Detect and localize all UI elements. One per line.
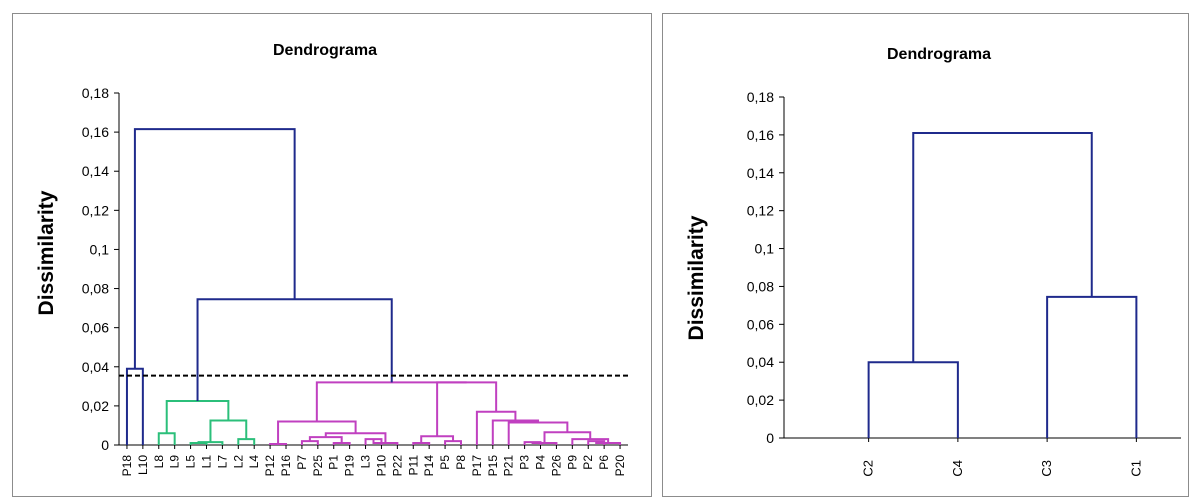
dendrogram-chart-left: Dendrograma Dissimilarity 0 0,02 0,04 0,06 0… — [12, 13, 652, 497]
leaf-label: P11 — [406, 455, 420, 476]
leaf-label: L10 — [136, 455, 150, 475]
dendrogram-link — [237, 438, 256, 445]
leaf-label: P1 — [327, 455, 341, 470]
leaf-label: C3 — [1039, 460, 1054, 477]
dendrogram-link — [300, 440, 319, 445]
dendrogram-link — [315, 381, 467, 422]
y-tick-label: 0 — [766, 430, 774, 446]
leaf-label: P3 — [518, 455, 532, 470]
dendrogram-chart-right: Dendrograma Dissimilarity 0 0,02 0,04 0,06 0… — [662, 13, 1189, 497]
dendrogram-link — [165, 400, 230, 434]
y-tick-label: 0,04 — [747, 354, 774, 370]
dendrogram-link — [308, 436, 343, 444]
leaf-label: L8 — [152, 455, 166, 469]
y-tick-label: 0,1 — [90, 241, 110, 257]
leaf-label: P16 — [279, 455, 293, 477]
y-tick-label: 0,18 — [82, 85, 109, 101]
y-tick-label: 0,06 — [82, 320, 109, 336]
leaf-label: P21 — [502, 455, 516, 477]
leaf-label: P15 — [486, 455, 500, 477]
leaf-label: P6 — [597, 455, 611, 470]
dendrogram-link — [543, 431, 592, 444]
leaf-label: P19 — [343, 455, 357, 477]
leaf-label: P25 — [311, 455, 325, 477]
leaf-label: P22 — [390, 455, 404, 477]
leaf-label: L3 — [359, 455, 373, 469]
y-tick-label: 0,02 — [747, 392, 774, 408]
y-tick-label: 0,12 — [82, 202, 109, 218]
y-tick-label: 0,14 — [82, 163, 109, 179]
y-tick-label: 0,18 — [747, 89, 774, 105]
leaf-label: L5 — [184, 455, 198, 469]
y-axis-label: Dissimilarity — [35, 190, 58, 315]
leaf-label: P9 — [565, 455, 579, 470]
y-tick-label: 0,08 — [747, 278, 774, 294]
leaf-label: C4 — [950, 460, 965, 477]
chart-title: Dendrograma — [273, 42, 377, 59]
dendrogram-link — [475, 410, 517, 445]
leaf-label: P18 — [120, 455, 134, 477]
leaf-label: L4 — [247, 455, 261, 469]
leaf-label: P2 — [581, 455, 595, 470]
y-tick-label: 0,16 — [82, 124, 109, 140]
dendrogram-link — [157, 432, 176, 445]
dendrogram-link — [324, 432, 387, 444]
dendrogram-link — [912, 131, 1093, 363]
dendrogram-link — [197, 441, 224, 445]
leaf-label: P26 — [549, 455, 563, 477]
dendrogram-link — [269, 443, 288, 446]
dendrogram-link — [867, 361, 959, 438]
y-tick-label: 0 — [101, 437, 109, 453]
dendrogram-link — [125, 367, 144, 445]
y-tick-label: 0,1 — [755, 241, 775, 257]
dendrogram-link — [444, 440, 462, 445]
y-tick-label: 0,14 — [747, 165, 774, 181]
leaf-label: P8 — [454, 455, 468, 470]
y-tick-label: 0,08 — [82, 281, 109, 297]
leaf-label: L7 — [215, 455, 229, 469]
leaf-label: P5 — [438, 455, 452, 470]
leaf-label: P7 — [295, 455, 309, 470]
y-tick-label: 0,12 — [747, 203, 774, 219]
leaf-label: C2 — [861, 460, 876, 477]
leaf-label: P10 — [374, 455, 388, 477]
leaf-label: P14 — [422, 455, 436, 477]
y-tick-label: 0,02 — [82, 398, 109, 414]
leaf-label: P17 — [470, 455, 484, 477]
y-axis-label: Dissimilarity — [685, 215, 708, 340]
y-tick-label: 0,16 — [747, 127, 774, 143]
leaf-label: P12 — [263, 455, 277, 477]
dendrogram-left-svg: Dendrograma Dissimilarity 0 0,02 0,04 0,06 0… — [35, 42, 628, 477]
leaf-label: P4 — [534, 455, 548, 470]
dendrogram-right-svg: Dendrograma Dissimilarity 0 0,02 0,04 0,06 0… — [685, 46, 1181, 477]
leaf-label: L9 — [168, 455, 182, 469]
dendrogram-link — [133, 128, 296, 369]
leaf-label: L2 — [231, 455, 245, 469]
y-tick-label: 0,06 — [747, 316, 774, 332]
chart-title: Dendrograma — [887, 46, 991, 63]
dendrogram-link — [209, 419, 248, 443]
dendrogram-link — [491, 419, 540, 445]
y-tick-label: 0,04 — [82, 359, 109, 375]
leaf-label: C1 — [1128, 460, 1143, 477]
leaf-label: L1 — [199, 455, 213, 469]
leaf-label: P20 — [613, 455, 627, 477]
dendrogram-link — [1046, 295, 1138, 438]
dendrogram-link — [436, 381, 498, 437]
dendrogram-link — [196, 298, 393, 401]
